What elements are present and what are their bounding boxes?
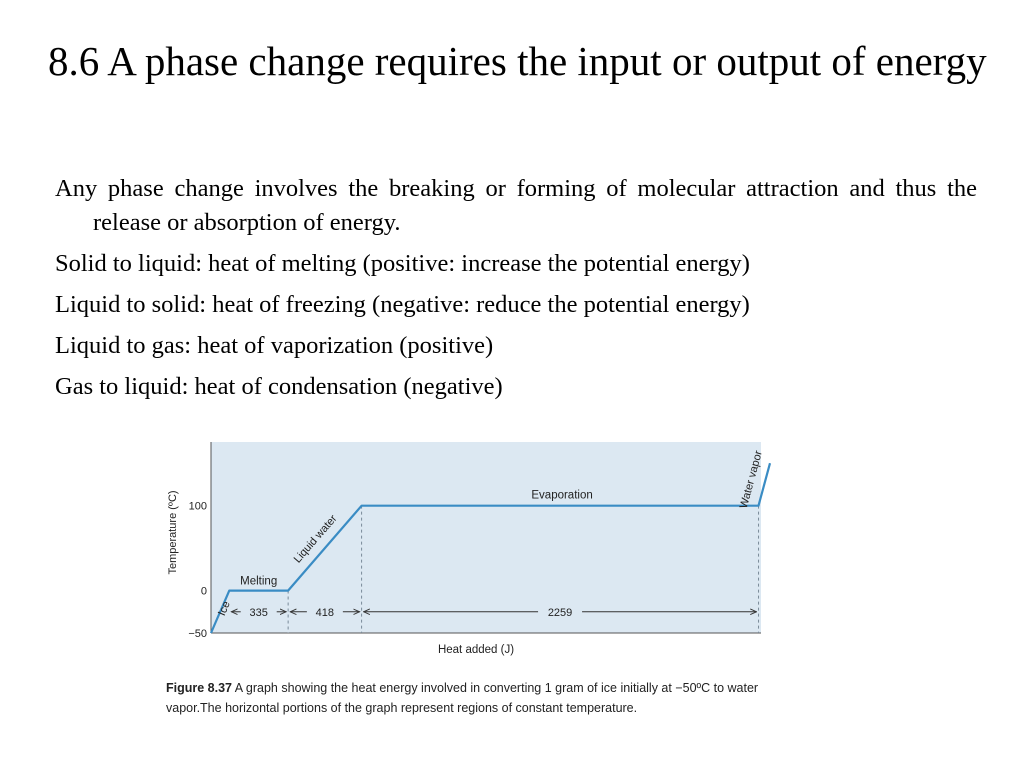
interval-label-3: 2259 — [548, 607, 572, 619]
y-tick-label-1: 100 — [189, 501, 207, 513]
bullet-solid-to-liquid: Solid to liquid: heat of melting (positi… — [55, 250, 750, 277]
figure-label: Figure 8.37 — [166, 681, 232, 695]
slide-title: 8.6 A phase change requires the input or… — [48, 38, 987, 84]
bullet-liquid-to-gas: Liquid to gas: heat of vaporization (pos… — [55, 332, 494, 359]
figure-caption: Figure 8.37 A graph showing the heat ene… — [166, 678, 786, 718]
bullet-gas-to-liquid: Gas to liquid: heat of condensation (neg… — [55, 373, 503, 400]
bullet-liquid-to-solid: Liquid to solid: heat of freezing (negat… — [55, 291, 750, 318]
interval-label-2: 418 — [316, 607, 334, 619]
heating-curve-figure: 100 0 −50 Temperature (ºC) Heat added (J) 335… — [160, 440, 780, 720]
x-axis-label: Heat added (J) — [438, 644, 514, 656]
segment-label-ice: Ice — [216, 599, 233, 617]
bullet-phase-change-energy: Any phase change involves the breaking o… — [55, 175, 977, 236]
segment-label-evaporation: Evaporation — [531, 490, 592, 502]
segment-label-melting: Melting — [240, 576, 277, 588]
plot-background — [211, 442, 761, 633]
interval-label-1: 335 — [250, 607, 268, 619]
y-tick-label-3: −50 — [188, 628, 207, 640]
heating-curve-chart: 100 0 −50 Temperature (ºC) Heat added (J) 335… — [167, 442, 772, 656]
y-axis-label: Temperature (ºC) — [167, 490, 179, 574]
figure-caption-text: A graph showing the heat energy involved… — [166, 681, 759, 715]
bullet-list: Any phase change involves the breaking o… — [55, 172, 977, 411]
heating-curve-line — [209, 462, 772, 634]
y-tick-label-2: 0 — [201, 586, 207, 598]
